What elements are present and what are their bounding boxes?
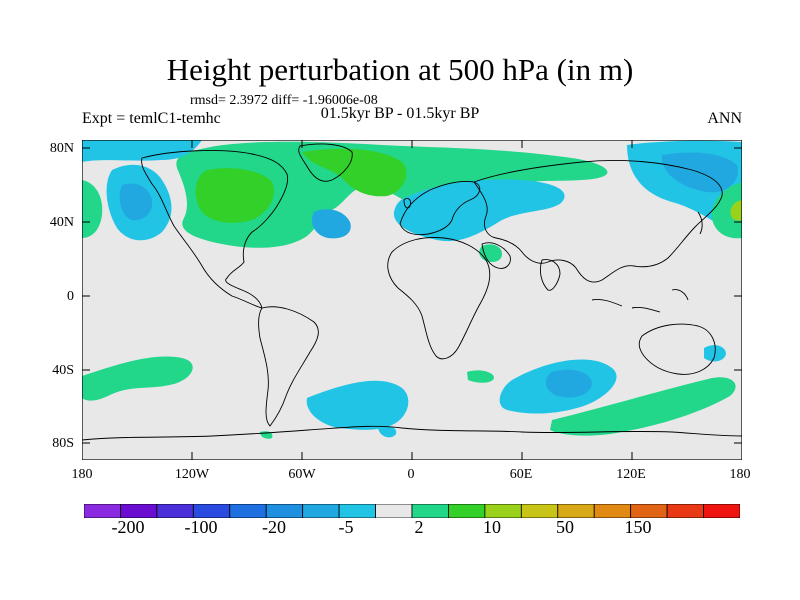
colorbar-swatch bbox=[84, 504, 121, 518]
positive-anomaly-south-atlantic-small bbox=[467, 370, 494, 383]
season-label: ANN bbox=[707, 110, 742, 127]
contour-fields bbox=[82, 140, 742, 439]
stats-text: rmsd= 2.3972 diff= -1.96006e-08 bbox=[190, 93, 378, 108]
coastline-asia bbox=[473, 159, 723, 283]
lat-label-0: 0 bbox=[67, 289, 74, 304]
axis-ticks bbox=[82, 140, 742, 460]
positive-anomaly-west-edge bbox=[82, 180, 103, 238]
colorbar-swatch bbox=[520, 504, 559, 518]
positive-core-atlantic bbox=[302, 148, 407, 197]
colorbar-label-6: 10 bbox=[483, 517, 501, 537]
positive-core-canada bbox=[195, 168, 274, 223]
colorbar-label-5: 2 bbox=[414, 517, 424, 537]
coastline-north-america bbox=[141, 150, 289, 309]
colorbar-swatch bbox=[703, 504, 740, 518]
lat-label-40n: 40N bbox=[49, 215, 74, 230]
lon-label-120w: 120W bbox=[174, 467, 210, 482]
plot-title: Height perturbation at 500 hPa (in m) bbox=[166, 52, 634, 87]
lon-label-180e: 180 bbox=[729, 467, 751, 482]
colorbar-swatch bbox=[229, 504, 267, 518]
positive-anomaly-north-america bbox=[176, 141, 608, 248]
colorbar-swatch bbox=[448, 504, 486, 518]
colorbar-swatch bbox=[557, 504, 595, 518]
coastline-antarctica bbox=[82, 425, 742, 441]
coastline-japan bbox=[697, 211, 703, 235]
coastlines bbox=[82, 143, 742, 441]
coastline-south-america bbox=[258, 306, 319, 427]
lon-label-0: 0 bbox=[407, 467, 415, 482]
strong-positive-east-edge bbox=[730, 200, 742, 221]
colorbar-label-1: -200 bbox=[111, 517, 145, 537]
colorbar-swatch bbox=[593, 504, 632, 518]
positive-anomaly-arabia bbox=[479, 244, 502, 262]
colorbar-label-7: 50 bbox=[556, 517, 574, 537]
coastline-indonesia bbox=[591, 289, 689, 313]
period-text: 01.5kyr BP - 01.5kyr BP bbox=[320, 105, 480, 122]
coastline-africa bbox=[387, 237, 491, 360]
colorbar-swatch bbox=[156, 504, 194, 518]
lon-label-120e: 120E bbox=[616, 467, 646, 482]
colorbar-swatch bbox=[302, 504, 340, 518]
negative-core-pacific bbox=[119, 183, 153, 221]
coastline-arabia bbox=[481, 242, 511, 269]
lon-label-60w: 60W bbox=[288, 467, 316, 482]
negative-anomaly-southern-ocean bbox=[306, 380, 409, 430]
coastline-europe bbox=[399, 181, 481, 236]
negative-anomaly-south-small bbox=[378, 426, 397, 438]
lat-label-40s: 40S bbox=[52, 363, 74, 378]
colorbar-label-2: -100 bbox=[184, 517, 218, 537]
negative-core-indian-ocean bbox=[545, 369, 592, 398]
experiment-label: Expt = temlC1-temhc bbox=[82, 110, 221, 127]
negative-anomaly-europe bbox=[393, 179, 565, 242]
coastline-greenland bbox=[298, 143, 353, 182]
colorbar-label-3: -20 bbox=[262, 517, 286, 537]
colorbar-swatch bbox=[375, 504, 413, 518]
positive-anomaly-southern-indian bbox=[550, 377, 736, 436]
negative-core-atlantic bbox=[311, 209, 351, 239]
colorbar-swatch bbox=[120, 504, 158, 518]
positive-anomaly-south-pacific bbox=[82, 356, 193, 401]
lon-label-180w: 180 bbox=[71, 467, 93, 482]
lat-label-80s: 80S bbox=[52, 436, 74, 451]
colorbar-swatch bbox=[192, 504, 231, 518]
map-plot bbox=[82, 140, 742, 460]
lon-label-60e: 60E bbox=[509, 467, 533, 482]
positive-anomaly-east-edge bbox=[711, 182, 742, 239]
coastline-australia bbox=[638, 323, 716, 375]
colorbar-swatch bbox=[666, 504, 704, 518]
colorbar-swatch bbox=[630, 504, 668, 518]
colorbar-swatch bbox=[411, 504, 449, 518]
colorbar-swatch bbox=[338, 504, 376, 518]
coastline-india bbox=[539, 259, 561, 291]
colorbar-label-4: -5 bbox=[338, 517, 354, 537]
colorbar-label-8: 150 bbox=[624, 517, 652, 537]
colorbar bbox=[84, 504, 740, 518]
coastline-uk bbox=[403, 197, 411, 209]
lat-label-80n: 80N bbox=[49, 141, 74, 156]
negative-anomaly-arctic-west bbox=[82, 140, 202, 162]
colorbar-swatch bbox=[484, 504, 522, 518]
colorbar-swatch bbox=[265, 504, 304, 518]
